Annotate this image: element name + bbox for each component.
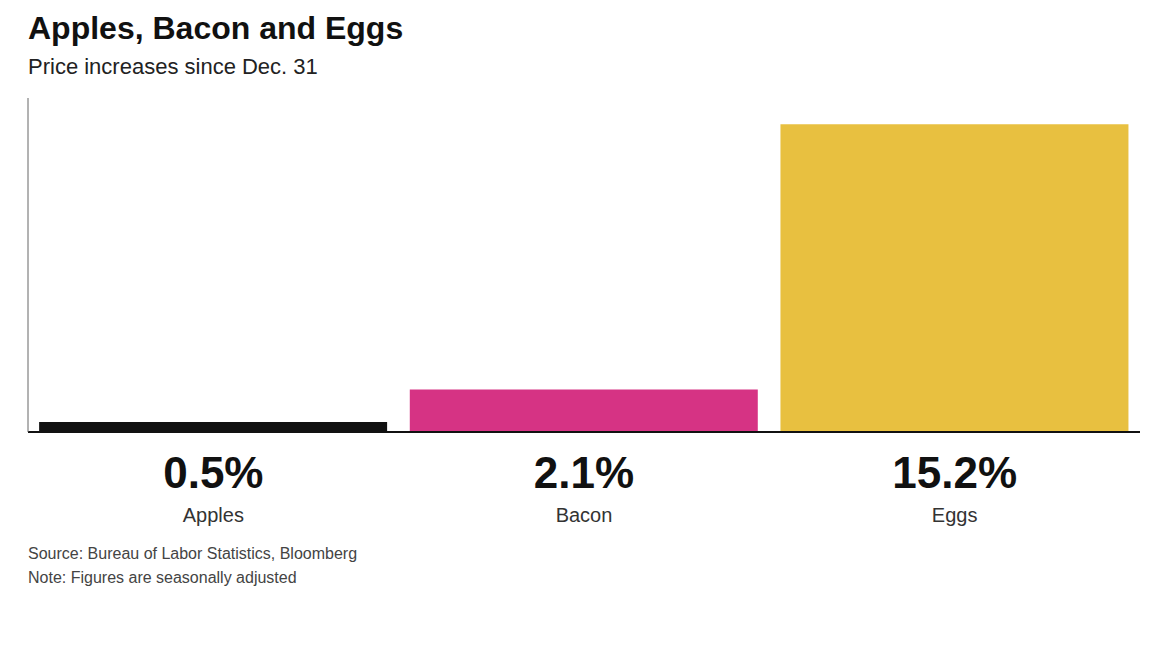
html-text:Note: Figures are seasonally a: Note: Figures are seasonally adjusted	[28, 569, 297, 586]
html-text:Apples, Bacon and Eggs: Apples, Bacon and Eggs	[28, 10, 404, 46]
html-text:Price increases since Dec. 31: Price increases since Dec. 31	[28, 54, 318, 79]
svg-text:Bacon: Bacon	[556, 504, 613, 526]
svg-text:Apples: Apples	[183, 504, 244, 526]
html-text:Source: Bureau of Labor Statis: Source: Bureau of Labor Statistics, Bloo…	[28, 545, 358, 562]
svg-text:15.2%: 15.2%	[892, 448, 1017, 497]
svg-text:Eggs: Eggs	[932, 504, 978, 526]
svg-text:2.1%: 2.1%	[534, 448, 634, 497]
svg-text:0.5%: 0.5%	[163, 448, 263, 497]
